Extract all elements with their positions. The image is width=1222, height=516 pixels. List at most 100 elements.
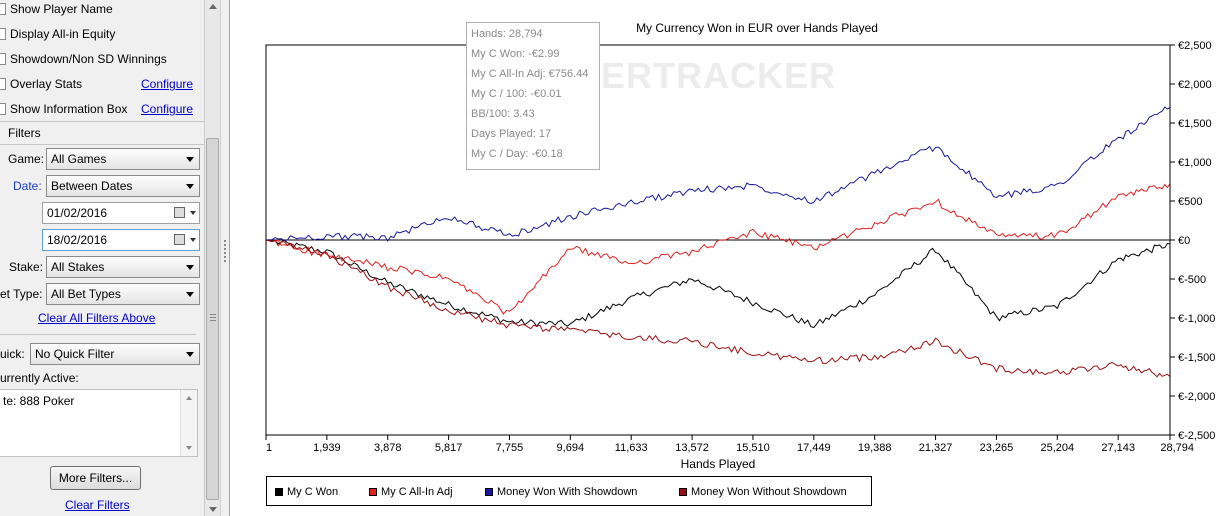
info-per100: My C / 100: -€0.01	[471, 88, 562, 100]
y-tick-label: €1,500	[1178, 118, 1212, 130]
divider	[0, 334, 196, 335]
divider	[0, 121, 204, 122]
panel-scrollbar[interactable]	[204, 0, 220, 516]
x-tick-label: 19,388	[858, 442, 892, 454]
info-bb100: BB/100: 3.43	[471, 108, 535, 120]
info-hands: Hands: 28,794	[471, 28, 543, 40]
active-filter-item: te: 888 Poker	[3, 394, 75, 408]
legend-swatch	[679, 488, 687, 496]
chevron-down-icon	[190, 211, 196, 215]
x-tick-label: 7,755	[496, 442, 524, 454]
filter-panel: Show Player Name Display All-in Equity S…	[0, 0, 220, 516]
date-label: Date:	[13, 179, 42, 193]
date-select[interactable]: Between Dates	[46, 175, 200, 197]
legend-item[interactable]: Money Won With Showdown	[485, 485, 637, 499]
y-tick-label: €0	[1178, 235, 1190, 247]
info-allin: My C All-In Adj: €756.44	[471, 68, 589, 80]
info-days: Days Played: 17	[471, 128, 552, 140]
x-tick-label: 21,327	[919, 442, 953, 454]
y-tick-label: €2,500	[1178, 40, 1212, 52]
y-tick-label: €-500	[1178, 274, 1206, 286]
chevron-down-icon	[186, 184, 194, 189]
divider	[0, 144, 204, 145]
x-tick-label: 25,204	[1040, 442, 1074, 454]
y-tick-label: €1,000	[1178, 157, 1212, 169]
checkbox[interactable]	[0, 3, 6, 15]
scroll-down-icon[interactable]	[186, 446, 192, 450]
calendar-icon[interactable]	[174, 207, 185, 218]
active-filters-list[interactable]: te: 888 Poker	[0, 389, 198, 457]
x-tick-label: 1,939	[313, 442, 341, 454]
calendar-icon[interactable]	[174, 234, 185, 245]
list-scrollbar[interactable]	[180, 390, 197, 456]
x-tick-label: 28,794	[1160, 442, 1194, 454]
stake-select[interactable]: All Stakes	[46, 256, 200, 278]
checkbox[interactable]	[0, 103, 6, 115]
chevron-down-icon	[186, 292, 194, 297]
legend-item[interactable]: My C All-In Adj	[369, 485, 453, 499]
x-tick-label: 1	[266, 442, 272, 454]
start-date-input[interactable]: 01/02/2016	[42, 202, 200, 224]
checkbox[interactable]	[0, 28, 6, 40]
x-tick-label: 13,572	[675, 442, 709, 454]
series-line-1	[265, 183, 1171, 315]
clear-filters-link[interactable]: Clear Filters	[65, 498, 130, 512]
x-tick-label: 17,449	[797, 442, 831, 454]
x-tick-label: 23,265	[980, 442, 1014, 454]
series-line-2	[265, 106, 1171, 243]
info-won: My C Won: -€2.99	[471, 48, 560, 60]
x-tick-label: 3,878	[374, 442, 402, 454]
info-perday: My C / Day: -€0.18	[471, 148, 563, 160]
y-tick-label: €-2,500	[1178, 430, 1215, 442]
currently-active-label: urrently Active:	[0, 371, 79, 385]
scrollbar-thumb[interactable]	[206, 138, 219, 500]
y-tick-label: €-2,000	[1178, 391, 1215, 403]
chevron-down-icon	[186, 352, 194, 357]
checkbox[interactable]	[0, 78, 6, 90]
y-tick-label: €2,000	[1178, 79, 1212, 91]
x-tick-label: 9,694	[557, 442, 585, 454]
pane-splitter[interactable]	[220, 0, 230, 516]
legend-item[interactable]: Money Won Without Showdown	[679, 485, 847, 499]
end-date-input[interactable]: 18/02/2016	[42, 229, 200, 251]
bet-type-select[interactable]: All Bet Types	[46, 283, 200, 305]
quick-label: uick:	[0, 347, 25, 361]
legend-item[interactable]: My C Won	[275, 485, 338, 499]
chart-legend: My C Won My C All-In Adj Money Won With …	[266, 476, 872, 506]
legend-swatch	[369, 488, 377, 496]
x-tick-label: 11,633	[615, 442, 648, 454]
chevron-down-icon	[186, 265, 194, 270]
legend-swatch	[485, 488, 493, 496]
chevron-down-icon	[186, 157, 194, 162]
clear-all-filters-link[interactable]: Clear All Filters Above	[38, 311, 156, 325]
more-filters-button[interactable]: More Filters...	[50, 466, 141, 490]
y-tick-label: €-1,000	[1178, 313, 1215, 325]
y-tick-label: €-1,500	[1178, 352, 1215, 364]
graph-pane: POKERTRACKER €2,500 €2,000 €1,500 €1,000 €50…	[230, 0, 1222, 516]
quick-filter-select[interactable]: No Quick Filter	[30, 343, 200, 365]
scroll-down-icon[interactable]	[209, 507, 217, 512]
checkbox[interactable]	[0, 53, 6, 65]
option-overlay-stats[interactable]: Overlay Stats Configure	[0, 73, 204, 95]
series-line-0	[265, 239, 1171, 329]
configure-overlay-link[interactable]: Configure	[141, 77, 194, 91]
chevron-down-icon	[190, 238, 196, 242]
filters-title: Filters	[8, 126, 41, 140]
information-box: Hands: 28,794 My C Won: -€2.99 My C All-…	[466, 22, 600, 170]
x-tick-label: 27,143	[1101, 442, 1135, 454]
winnings-chart[interactable]: POKERTRACKER €2,500€2,000€1,500€1,000€50…	[230, 0, 1222, 516]
bet-type-label: et Type:	[0, 287, 43, 301]
stake-label: Stake:	[9, 260, 44, 274]
y-tick-label: €500	[1178, 196, 1202, 208]
chart-title: My Currency Won in EUR over Hands Played	[636, 21, 878, 35]
scroll-up-icon[interactable]	[209, 4, 217, 9]
x-tick-label: 5,817	[435, 442, 463, 454]
x-tick-label: 15,510	[736, 442, 770, 454]
game-select[interactable]: All Games	[46, 148, 200, 170]
scroll-up-icon[interactable]	[186, 396, 192, 400]
game-label: Game:	[8, 152, 45, 166]
option-show-info-box[interactable]: Show Information Box Configure	[0, 98, 204, 120]
series-line-3	[265, 239, 1171, 378]
configure-info-box-link[interactable]: Configure	[141, 102, 194, 116]
legend-swatch	[275, 488, 283, 496]
